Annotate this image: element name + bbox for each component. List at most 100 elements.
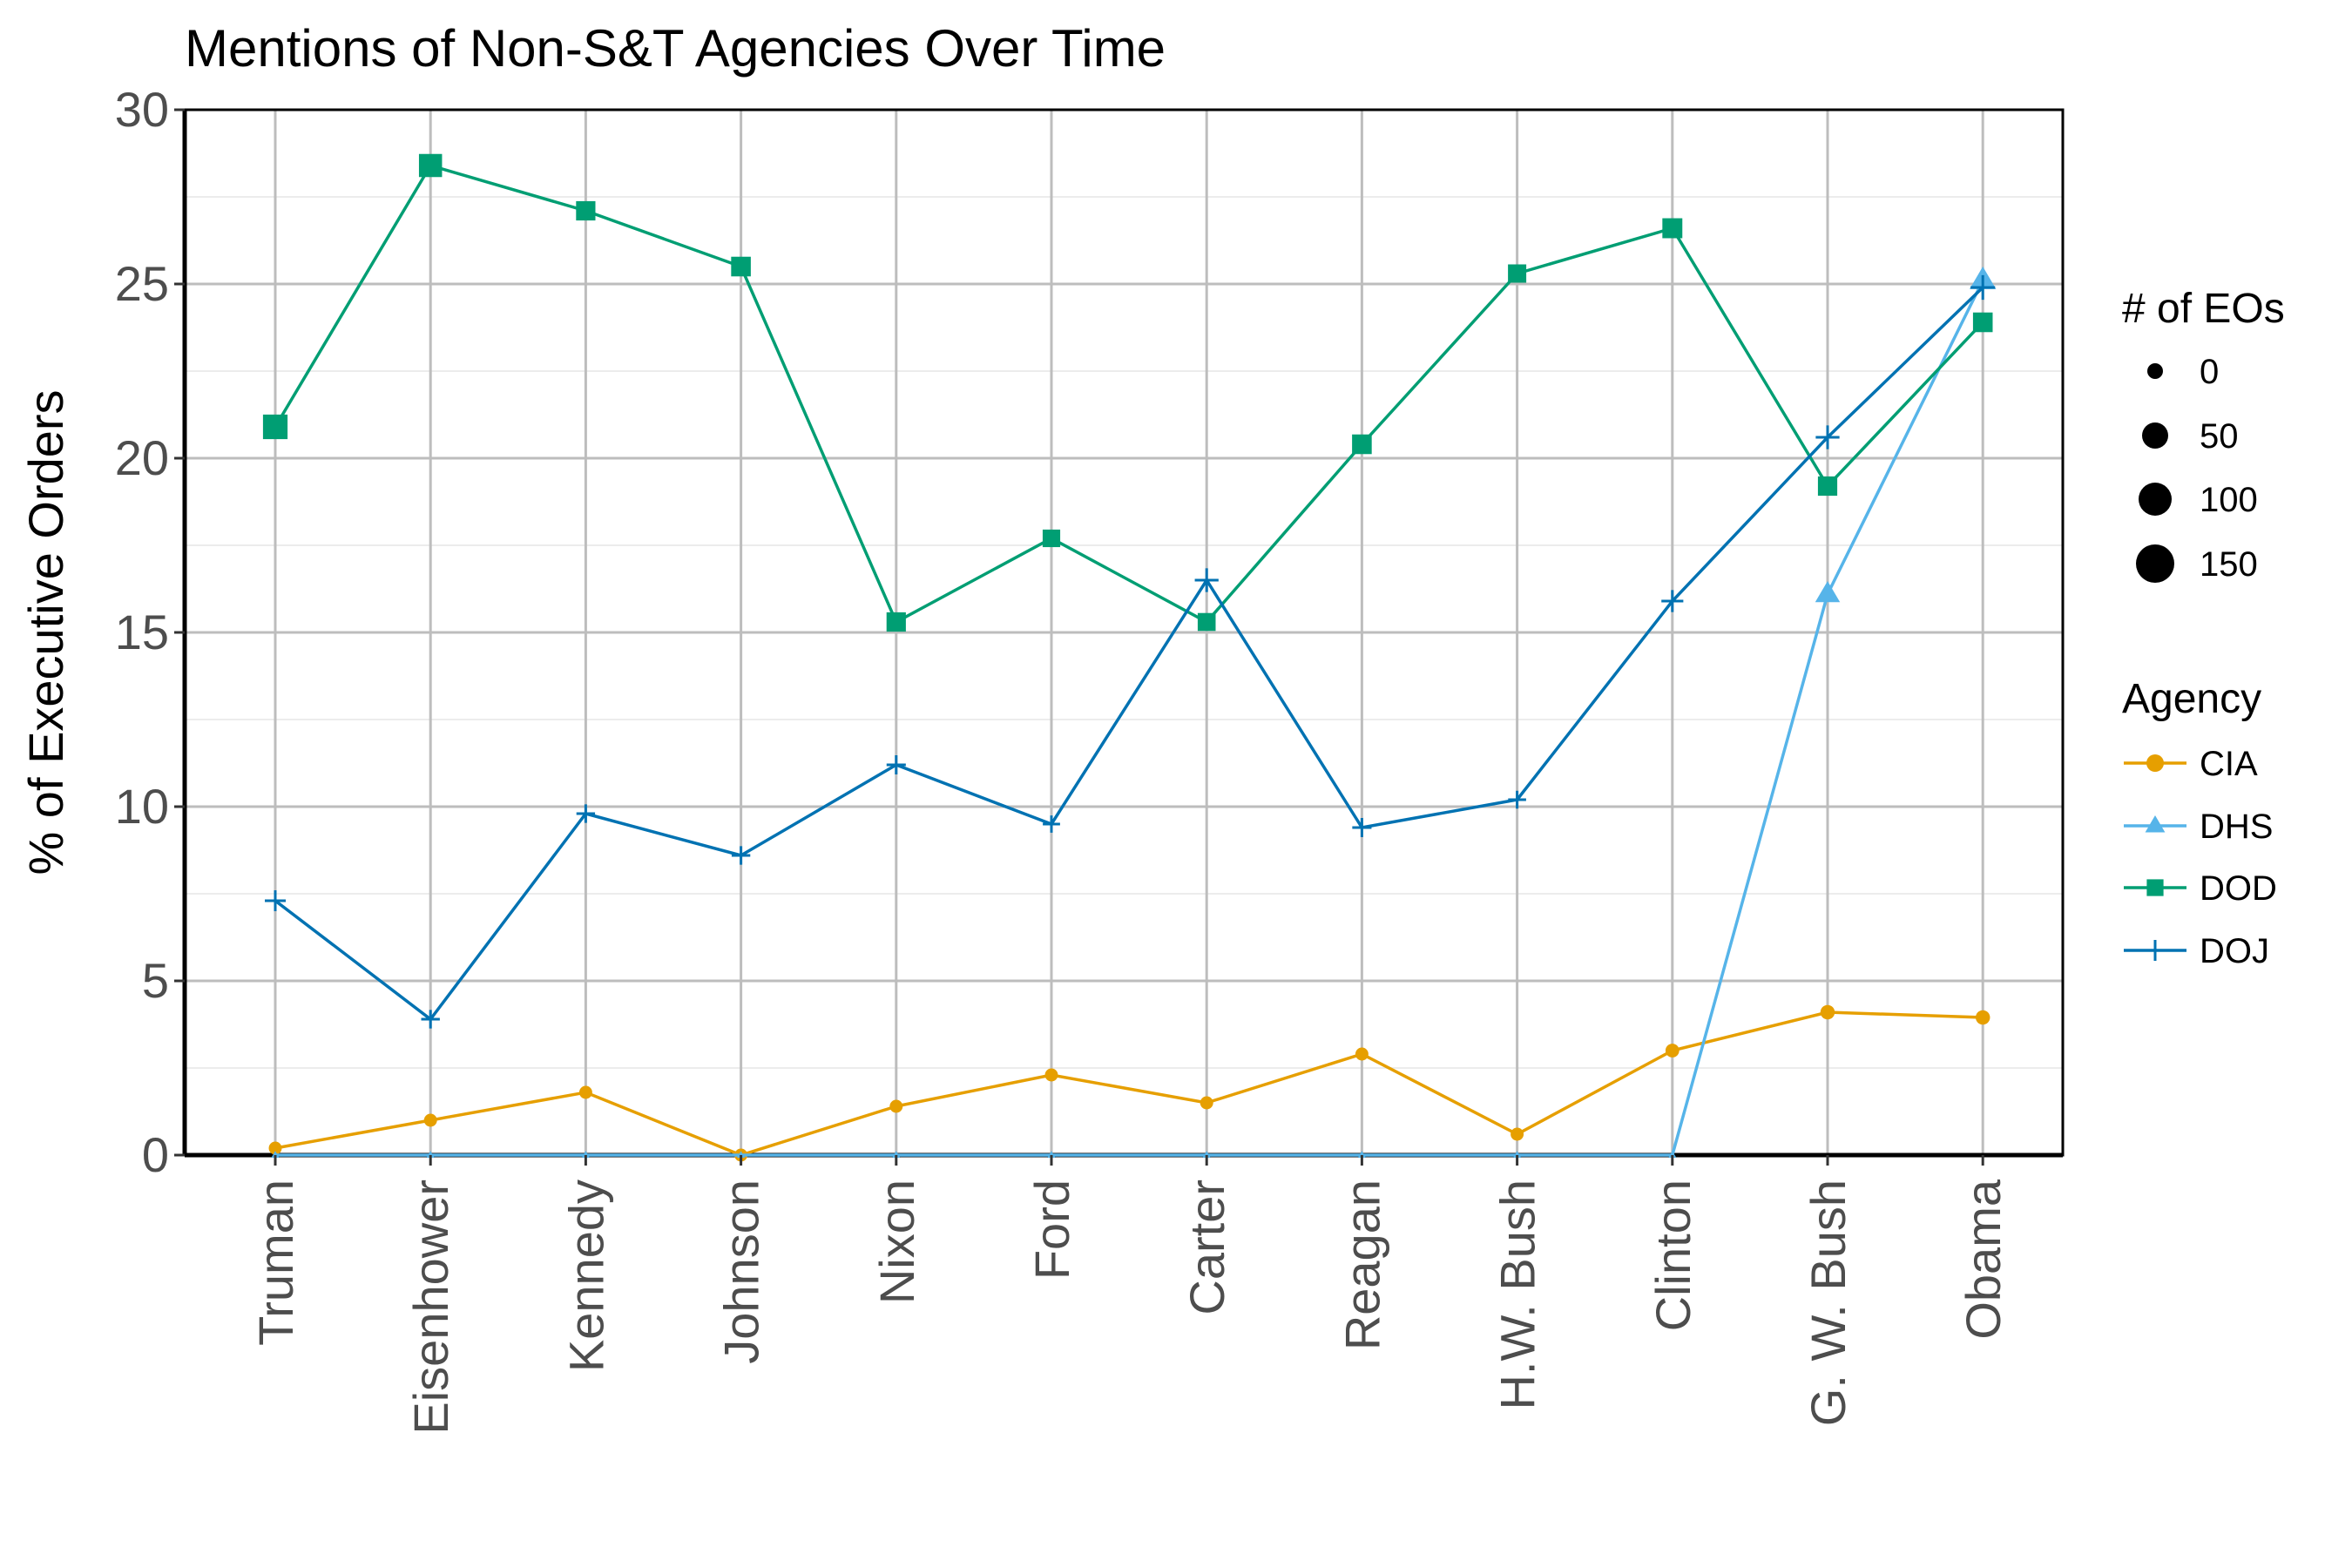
legend-marker (2146, 754, 2164, 772)
series-line-dod (274, 163, 1984, 625)
data-point-dod (1352, 434, 1372, 455)
series-line-dhs (275, 280, 1984, 1157)
data-point-doj (576, 804, 596, 823)
series-layer (262, 153, 1997, 1162)
data-point-dhs (1047, 1151, 1056, 1158)
x-axis-ticks: Truman Eisenhower Kennedy Johnson Nixon Ford C… (248, 1155, 2011, 1435)
data-point-dod (1972, 312, 1993, 333)
chart-title: Mentions of Non-S&T Agencies Over Time (185, 19, 1166, 78)
x-tick-label: Reagan (1335, 1179, 1389, 1350)
agency-legend: Agency CIA DHS DOD DOJ (2122, 676, 2277, 970)
data-point-doj (1815, 425, 1840, 449)
data-point-dhs (581, 1151, 590, 1158)
series-line-cia (274, 1010, 1984, 1157)
data-point-doj (1194, 568, 1219, 592)
y-axis-ticks: 0 5 10 15 20 25 30 (115, 82, 185, 1182)
data-point-doj (264, 890, 287, 911)
legend-label: DHS (2200, 808, 2273, 846)
legend-item-dod: DOD (2124, 869, 2277, 908)
size-legend-title: # of EOs (2122, 286, 2285, 332)
legend-label: DOJ (2200, 932, 2269, 970)
legend-item-dhs: DHS (2124, 808, 2273, 846)
size-legend: # of EOs 0 50 100 150 (2122, 286, 2285, 584)
data-point-doj (886, 754, 906, 775)
data-point-cia (1820, 1004, 1835, 1020)
data-point-dod (576, 200, 596, 221)
y-axis-label: % of Executive Orders (18, 389, 73, 875)
x-tick-label: Carter (1179, 1179, 1234, 1315)
data-point-dhs (1668, 1151, 1677, 1158)
x-tick-label: Kennedy (558, 1179, 613, 1372)
data-point-dhs (892, 1151, 901, 1158)
data-point-cia (423, 1113, 437, 1127)
x-tick-label: H.W. Bush (1490, 1179, 1545, 1410)
data-point-cia (1200, 1096, 1213, 1110)
x-tick-label: Eisenhower (403, 1179, 458, 1435)
data-point-cia (1511, 1127, 1524, 1141)
series-line-doj (274, 286, 1984, 1022)
y-tick-label: 15 (115, 605, 169, 659)
data-point-doj (421, 1010, 440, 1029)
y-tick-label: 10 (115, 779, 169, 834)
size-legend-label: 50 (2200, 417, 2239, 456)
data-point-dod (886, 612, 906, 632)
size-legend-key (2139, 483, 2172, 516)
data-point-dod (731, 256, 751, 277)
data-point-dod (418, 153, 443, 178)
legend-marker (2145, 940, 2166, 961)
size-legend-label: 100 (2200, 481, 2258, 519)
y-tick-label: 25 (115, 256, 169, 311)
x-tick-label: Johnson (714, 1179, 769, 1364)
x-tick-label: G. W. Bush (1801, 1179, 1855, 1426)
data-point-cia (889, 1099, 903, 1113)
minor-gridlines (185, 196, 2063, 1069)
agency-legend-title: Agency (2122, 676, 2261, 722)
legend-label: CIA (2200, 745, 2258, 783)
x-tick-label: Truman (248, 1179, 303, 1346)
data-point-dod (1042, 529, 1061, 548)
series-cia (268, 1004, 1990, 1162)
data-point-dod (1508, 264, 1527, 283)
data-point-cia (1975, 1010, 1990, 1025)
data-point-dod (1817, 476, 1838, 497)
size-legend-label: 150 (2200, 545, 2258, 584)
data-point-cia (1665, 1044, 1680, 1058)
data-point-dod (1662, 218, 1683, 239)
data-point-dod (262, 414, 288, 440)
size-legend-key (2136, 544, 2174, 583)
data-point-cia (1355, 1047, 1369, 1061)
major-gridlines (185, 108, 2063, 1157)
legend-marker (2145, 815, 2166, 833)
x-tick-label: Clinton (1646, 1179, 1700, 1331)
data-point-dhs (737, 1151, 746, 1158)
data-point-dhs (1513, 1151, 1522, 1158)
y-tick-label: 20 (115, 430, 169, 485)
data-point-dhs (1202, 1151, 1211, 1158)
data-point-doj (1970, 274, 1996, 301)
data-point-doj (1352, 817, 1372, 838)
data-point-doj (1661, 590, 1684, 612)
y-tick-label: 30 (115, 82, 169, 137)
legend-marker (2146, 879, 2164, 896)
legend-label: DOD (2200, 869, 2277, 908)
data-point-dod (1197, 612, 1216, 632)
y-tick-label: 0 (142, 1127, 169, 1182)
legend-item-cia: CIA (2124, 745, 2258, 783)
x-tick-label: Nixon (869, 1179, 924, 1304)
data-point-cia (578, 1085, 592, 1099)
data-point-dhs (426, 1151, 435, 1158)
size-legend-key (2147, 363, 2163, 379)
data-point-doj (731, 846, 751, 865)
series-doj (264, 274, 1996, 1029)
data-point-dhs (1357, 1151, 1366, 1158)
series-dod (262, 153, 1993, 632)
data-point-doj (1043, 815, 1060, 833)
x-tick-label: Obama (1956, 1179, 2011, 1339)
data-point-doj (1508, 790, 1526, 809)
data-point-cia (1044, 1068, 1058, 1082)
legend-item-doj: DOJ (2124, 932, 2269, 970)
x-tick-label: Ford (1024, 1179, 1079, 1280)
data-point-cia (268, 1141, 282, 1155)
data-point-dhs (271, 1151, 280, 1158)
